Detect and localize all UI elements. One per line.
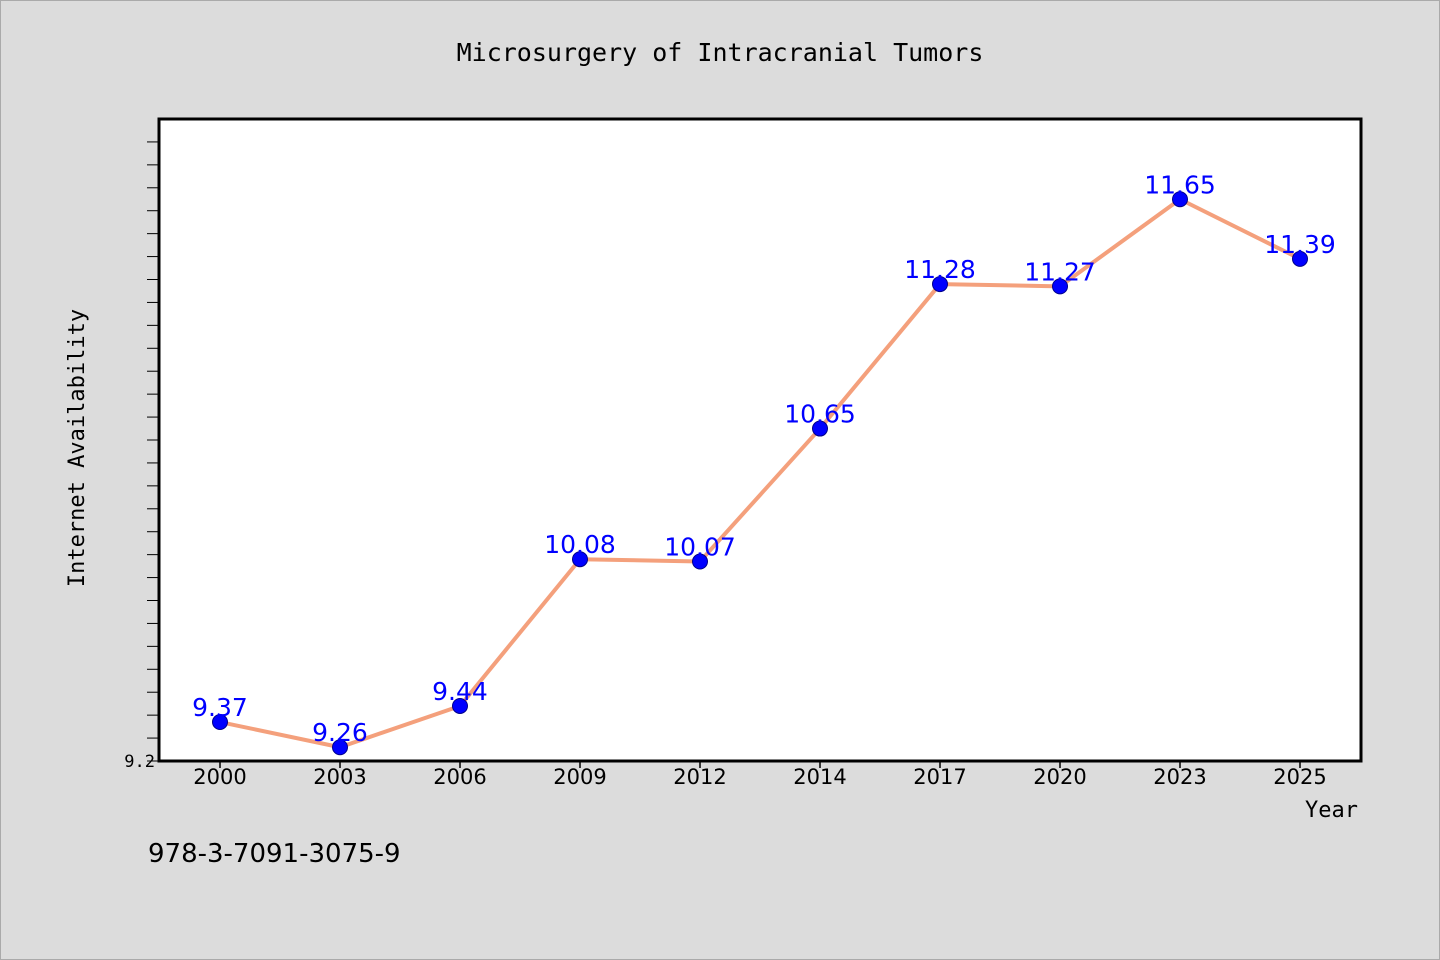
- data-label: 10.08: [544, 530, 616, 559]
- data-point: [692, 553, 708, 570]
- data-label: 11.27: [1024, 257, 1096, 286]
- y-axis-label: Internet Availability: [65, 309, 90, 587]
- data-point: [332, 739, 348, 756]
- data-label: 10.07: [664, 533, 736, 562]
- data-point: [452, 697, 468, 714]
- x-axis-ticks: 2000 2003 2006 2009 2012 2014 2017 2020 2023 2025: [193, 761, 1327, 789]
- data-point: [572, 551, 588, 568]
- x-tick-label: 2023: [1153, 765, 1206, 789]
- x-tick-label: 2000: [193, 765, 246, 789]
- data-point: [1292, 250, 1308, 267]
- y-tick-label: 9.2: [124, 752, 155, 772]
- x-axis-label: Year: [1305, 798, 1358, 823]
- x-tick-label: 2009: [553, 765, 606, 789]
- data-label: 10.65: [784, 400, 856, 429]
- x-tick-label: 2003: [313, 765, 366, 789]
- x-tick-label: 2020: [1033, 765, 1086, 789]
- x-tick-label: 2017: [913, 765, 966, 789]
- data-label: 11.65: [1144, 170, 1216, 199]
- data-point: [212, 714, 228, 731]
- x-tick-label: 2025: [1273, 765, 1326, 789]
- x-tick-label: 2014: [793, 765, 846, 789]
- data-point: [932, 276, 948, 293]
- x-tick-label: 2006: [433, 765, 486, 789]
- isbn-text: 978-3-7091-3075-9: [148, 839, 401, 869]
- plot-area: [157, 117, 1363, 763]
- data-point: [1172, 191, 1188, 208]
- data-label: 11.39: [1264, 230, 1336, 259]
- chart-title: Microsurgery of Intracranial Tumors: [457, 38, 984, 67]
- data-label: 9.37: [192, 693, 248, 722]
- series-group: 9.37 9.26 9.44 10.08 10.07 10.65 11.28 11.27 11.…: [192, 170, 1336, 756]
- data-point: [812, 420, 828, 437]
- data-label: 9.44: [432, 677, 488, 706]
- data-point: [1052, 278, 1068, 295]
- data-label: 11.28: [904, 255, 976, 284]
- y-axis-ticks: 9.2: [124, 141, 159, 772]
- x-tick-label: 2012: [673, 765, 726, 789]
- series-line: [219, 197, 1301, 750]
- data-label: 9.26: [312, 718, 368, 747]
